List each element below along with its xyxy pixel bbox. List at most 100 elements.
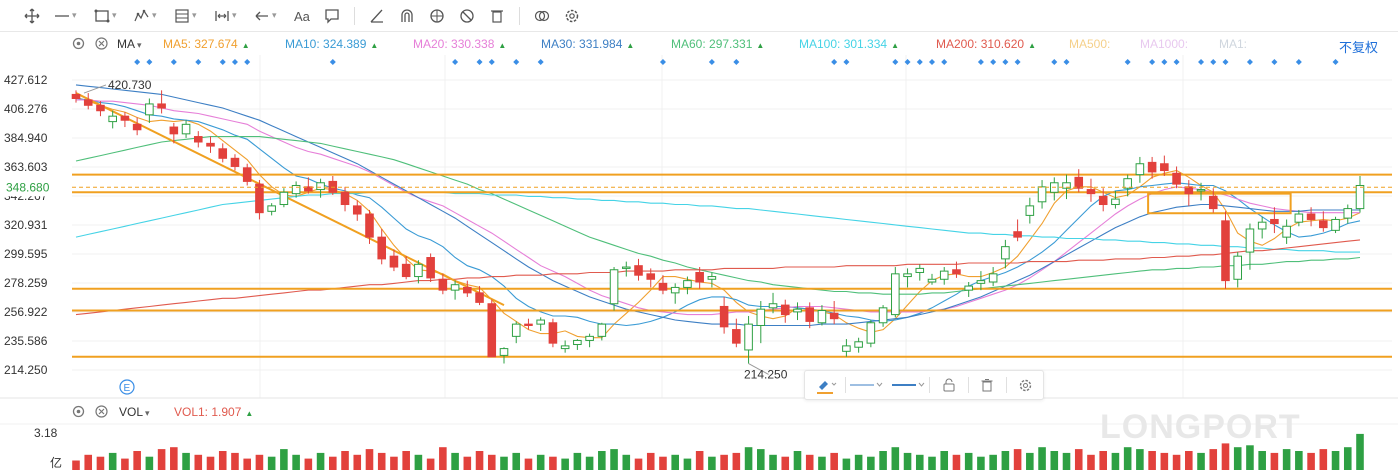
volume-bar[interactable] — [879, 451, 887, 470]
volume-bar[interactable] — [573, 452, 582, 470]
volume-bar[interactable] — [720, 454, 728, 470]
volume-bar[interactable] — [377, 452, 386, 470]
event-marker[interactable] — [146, 59, 153, 65]
volume-bar[interactable] — [1062, 452, 1071, 470]
lock-chart-tool-button[interactable] — [429, 8, 445, 24]
event-marker[interactable] — [1124, 59, 1131, 65]
event-marker[interactable] — [1002, 59, 1009, 65]
candle-body[interactable] — [1013, 231, 1022, 238]
vol-type-selector[interactable]: VOL ▾ — [119, 405, 150, 419]
volume-bar[interactable] — [891, 447, 900, 470]
volume-bar[interactable] — [414, 454, 423, 470]
volume-bar[interactable] — [634, 458, 643, 470]
event-marker[interactable] — [1014, 59, 1021, 65]
candle-body[interactable] — [1172, 172, 1181, 185]
candle-body[interactable] — [670, 286, 680, 294]
volume-bar[interactable] — [182, 452, 190, 470]
candle-body[interactable] — [817, 310, 827, 324]
candle-body[interactable] — [634, 265, 643, 276]
volume-bar[interactable] — [84, 454, 93, 470]
volume-bar[interactable] — [598, 451, 606, 470]
candle-body[interactable] — [1098, 195, 1108, 206]
event-marker[interactable] — [941, 59, 948, 65]
candle-body[interactable] — [340, 191, 350, 206]
candle-body[interactable] — [1257, 221, 1267, 230]
candle-body[interactable] — [475, 292, 484, 303]
candle-body[interactable] — [316, 182, 325, 191]
candle-body[interactable] — [524, 323, 533, 326]
event-marker[interactable] — [244, 59, 251, 65]
candle-body[interactable] — [621, 266, 631, 269]
candle-body[interactable] — [365, 213, 374, 238]
volume-bar[interactable] — [72, 460, 80, 471]
candle-body[interactable] — [438, 278, 448, 291]
candle-body[interactable] — [108, 115, 117, 123]
volume-bar[interactable] — [1331, 451, 1340, 470]
event-marker[interactable] — [1161, 59, 1168, 65]
candle-body[interactable] — [756, 308, 766, 326]
candle-body[interactable] — [1343, 208, 1353, 219]
candle-body[interactable] — [181, 123, 191, 135]
earnings-badge-icon[interactable] — [119, 379, 135, 395]
volume-bar[interactable] — [439, 447, 447, 470]
volume-bar[interactable] — [1197, 452, 1205, 470]
event-marker[interactable] — [990, 59, 997, 65]
ma-type-selector[interactable]: MA ▾ — [117, 37, 142, 51]
volume-bar[interactable] — [1246, 445, 1254, 470]
candle-body[interactable] — [157, 103, 166, 109]
candle-body[interactable] — [206, 142, 215, 147]
volume-bar[interactable] — [695, 451, 704, 470]
volume-bar[interactable] — [830, 452, 838, 470]
candle-body[interactable] — [609, 269, 619, 305]
volume-bar[interactable] — [1013, 449, 1022, 470]
volume-bar[interactable] — [1258, 451, 1266, 470]
volume-bar[interactable] — [1038, 447, 1046, 470]
volume-bar[interactable] — [561, 458, 569, 470]
volume-bar[interactable] — [451, 452, 459, 470]
volume-bar[interactable] — [585, 456, 594, 470]
candle-body[interactable] — [1001, 246, 1010, 260]
volume-bar[interactable] — [341, 451, 349, 470]
volume-bar[interactable] — [218, 451, 227, 470]
candle-body[interactable] — [499, 348, 509, 356]
volume-bar[interactable] — [133, 451, 141, 470]
candle-body[interactable] — [891, 273, 900, 316]
volume-bar[interactable] — [1172, 454, 1181, 470]
event-marker[interactable] — [134, 59, 141, 65]
event-marker[interactable] — [488, 59, 495, 65]
candle-body[interactable] — [964, 285, 973, 291]
candle-body[interactable] — [169, 126, 179, 135]
volume-bar[interactable] — [1209, 449, 1218, 470]
candle-body[interactable] — [414, 263, 423, 278]
candle-body[interactable] — [1147, 161, 1157, 173]
event-marker[interactable] — [1210, 59, 1217, 65]
candle-body[interactable] — [683, 280, 692, 288]
volume-bar[interactable] — [1160, 452, 1169, 470]
volume-bar[interactable] — [390, 456, 398, 470]
candle-body[interactable] — [780, 304, 790, 316]
crosshair-tool-button[interactable] — [24, 8, 40, 24]
volume-bar[interactable] — [805, 454, 814, 470]
volume-bar[interactable] — [267, 456, 276, 470]
trash-tool-button[interactable] — [489, 8, 505, 24]
volume-bar[interactable] — [610, 449, 618, 470]
pattern-tool-button[interactable]: ▾ — [134, 8, 160, 24]
volume-bar[interactable] — [304, 458, 313, 470]
candle-body[interactable] — [695, 271, 704, 283]
candle-body[interactable] — [120, 115, 130, 121]
candle-body[interactable] — [426, 257, 435, 279]
candle-body[interactable] — [573, 339, 582, 346]
event-marker[interactable] — [1295, 59, 1302, 65]
event-marker[interactable] — [843, 59, 850, 65]
candle-body[interactable] — [793, 308, 802, 313]
line-tool-button[interactable]: ▾ — [54, 8, 80, 24]
volume-bar[interactable] — [915, 454, 924, 470]
candle-body[interactable] — [744, 323, 753, 351]
volume-bar[interactable] — [108, 452, 117, 470]
volume-bar[interactable] — [353, 454, 362, 470]
volume-bar[interactable] — [977, 456, 985, 470]
volume-bar[interactable] — [1148, 451, 1156, 470]
text-tool-button[interactable]: Aa — [294, 8, 310, 24]
volume-bar[interactable] — [1123, 447, 1132, 470]
candle-body[interactable] — [952, 269, 961, 275]
